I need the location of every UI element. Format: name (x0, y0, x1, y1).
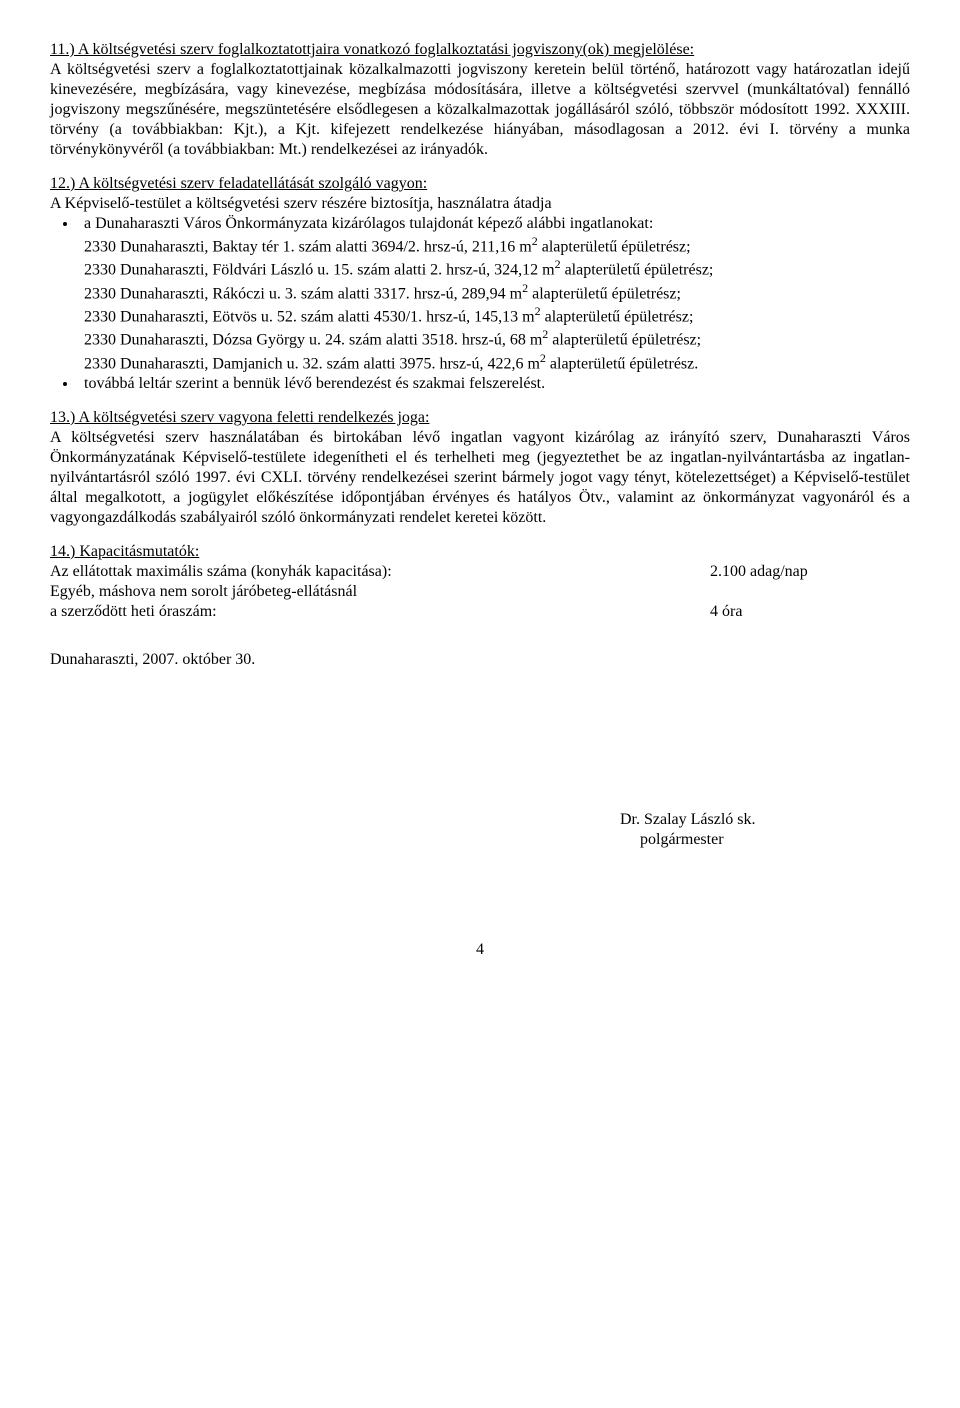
section-14-heading: 14.) Kapacitásmutatók: (50, 543, 199, 560)
list-item: a Dunaharaszti Város Önkormányzata kizár… (78, 214, 910, 374)
section-11-heading: 11.) A költségvetési szerv foglalkoztato… (50, 41, 694, 58)
bullet1-lead: a Dunaharaszti Város Önkormányzata kizár… (84, 215, 653, 232)
capacity-row-2: Egyéb, máshova nem sorolt járóbeteg-ellá… (50, 582, 910, 602)
capacity-row-3: a szerződött heti óraszám: 4 óra (50, 602, 910, 622)
property-2: 2330 Dunaharaszti, Földvári László u. 15… (84, 257, 910, 280)
signatory-name: Dr. Szalay László sk. (620, 810, 910, 830)
page-number: 4 (50, 940, 910, 960)
capacity-row-1: Az ellátottak maximális száma (konyhák k… (50, 562, 910, 582)
property-1: 2330 Dunaharaszti, Baktay tér 1. szám al… (84, 234, 910, 257)
property-6: 2330 Dunaharaszti, Damjanich u. 32. szám… (84, 351, 910, 374)
section-12-heading: 12.) A költségvetési szerv feladatellátá… (50, 175, 427, 192)
section-14: 14.) Kapacitásmutatók: Az ellátottak max… (50, 542, 910, 622)
property-5: 2330 Dunaharaszti, Dózsa György u. 24. s… (84, 327, 910, 350)
section-11: 11.) A költségvetési szerv foglalkoztato… (50, 40, 910, 160)
section-13-body: A költségvetési szerv használatában és b… (50, 428, 910, 528)
section-11-body: A költségvetési szerv a foglalkoztatottj… (50, 60, 910, 160)
section-12: 12.) A költségvetési szerv feladatellátá… (50, 174, 910, 394)
signature-block: Dr. Szalay László sk. polgármester (620, 810, 910, 850)
property-4: 2330 Dunaharaszti, Eötvös u. 52. szám al… (84, 304, 910, 327)
date-place: Dunaharaszti, 2007. október 30. (50, 650, 910, 670)
property-3: 2330 Dunaharaszti, Rákóczi u. 3. szám al… (84, 281, 910, 304)
section-12-intro: A Képviselő-testület a költségvetési sze… (50, 194, 910, 214)
section-13-heading: 13.) A költségvetési szerv vagyona felet… (50, 409, 429, 426)
section-13: 13.) A költségvetési szerv vagyona felet… (50, 408, 910, 528)
signatory-title: polgármester (640, 830, 910, 850)
list-item: továbbá leltár szerint a bennük lévő ber… (78, 374, 910, 394)
section-12-list: a Dunaharaszti Város Önkormányzata kizár… (78, 214, 910, 394)
